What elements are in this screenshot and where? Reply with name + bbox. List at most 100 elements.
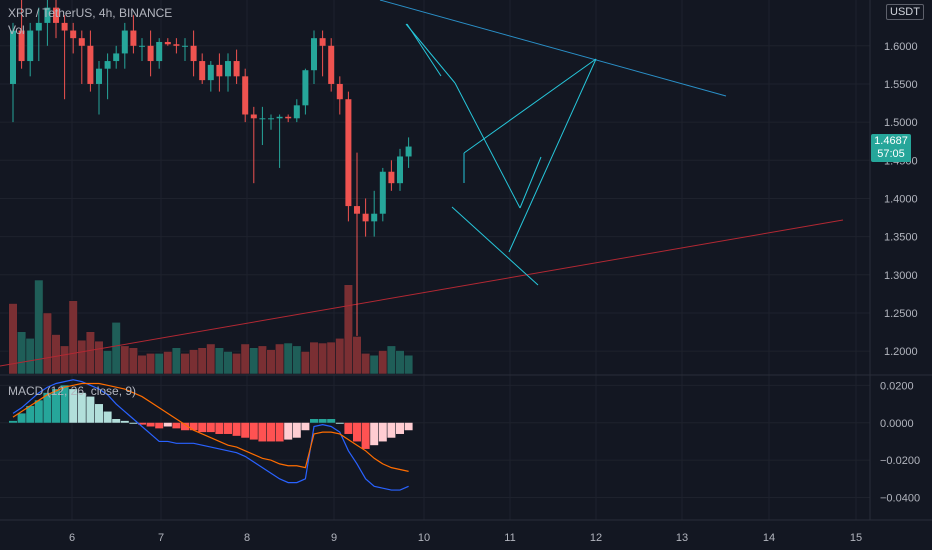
macd-hist-bar	[52, 389, 60, 423]
macd-hist-bar	[249, 422, 258, 440]
volume-bar	[25, 337, 35, 375]
macd-hist-bar	[138, 422, 146, 425]
y-tick-label: 1.5500	[884, 79, 918, 91]
volume-bar	[128, 347, 139, 375]
macd-hist-bar	[77, 392, 86, 423]
ascending-trendline	[0, 219, 844, 367]
volume-bar	[249, 347, 259, 375]
x-tick-label: 7	[158, 532, 164, 544]
volume-bar	[68, 300, 78, 375]
volume-bar	[171, 347, 182, 375]
volume-bar	[103, 350, 113, 375]
macd-hist-bar	[155, 422, 164, 429]
volume-bar	[51, 334, 61, 375]
volume-bar	[197, 347, 207, 375]
macd-label[interactable]: MACD (12, 26, close, 9)	[8, 384, 137, 398]
candle-body	[164, 41, 171, 45]
macd-hist-bar	[181, 422, 189, 431]
candle-body	[405, 146, 412, 157]
macd-hist-bar	[103, 411, 112, 423]
volume-bar	[352, 336, 362, 375]
symbol-title[interactable]: XRP / TetherUS, 4h, BINANCE	[8, 6, 173, 20]
signal-line	[12, 382, 409, 472]
trend-lines	[0, 0, 844, 367]
macd-hist-bar	[112, 419, 121, 423]
currency-unit-button[interactable]: USDT	[886, 4, 924, 20]
candle-body	[139, 45, 145, 47]
volume-bar	[77, 339, 87, 375]
macd-hist-bar	[396, 422, 404, 434]
macd-hist-bar	[198, 422, 207, 433]
pattern-line	[508, 58, 597, 253]
grid-lines	[0, 0, 870, 520]
macd-hist-bar	[172, 422, 181, 429]
volume-bar	[378, 350, 388, 375]
macd-hist-bar	[129, 422, 138, 424]
volume-bar	[85, 331, 95, 375]
macd-hist-bar	[215, 422, 224, 434]
volume-bar	[257, 345, 268, 375]
candle-body	[216, 64, 223, 77]
volume-bar	[343, 284, 354, 375]
macd-hist-bar	[232, 422, 241, 436]
macd-line	[12, 379, 409, 491]
y-tick-label: 1.2500	[884, 308, 918, 320]
candle-body	[379, 171, 386, 214]
volume-bar	[189, 349, 199, 375]
macd-hist-bar	[370, 422, 379, 446]
macd-hist-bar	[361, 422, 370, 449]
macd-lines	[12, 379, 409, 491]
macd-hist-bar	[43, 392, 52, 423]
macd-hist-bar	[310, 419, 318, 423]
macd-hist-bar	[284, 422, 293, 440]
volume-bar	[326, 341, 336, 375]
macd-hist-bar	[120, 420, 129, 423]
candle-body	[362, 213, 369, 222]
y-tick-label: 1.5000	[884, 117, 918, 129]
macd-tick-label: −0.0200	[880, 455, 920, 467]
x-tick-label: 10	[418, 532, 430, 544]
volume-bar	[154, 353, 164, 375]
pattern-line	[451, 206, 539, 286]
macd-hist-bar	[224, 422, 232, 434]
candle-body	[225, 61, 231, 77]
volume-bar	[266, 349, 276, 375]
candle-body	[250, 114, 257, 119]
macd-hist-bar	[26, 405, 35, 423]
candlesticks	[10, 0, 412, 336]
candle-body	[242, 76, 249, 115]
macd-hist-bar	[301, 422, 310, 431]
candle-body	[207, 64, 214, 81]
last-price-value: 1.4687	[874, 135, 908, 147]
macd-hist-bar	[275, 422, 284, 442]
candle-body	[156, 41, 163, 62]
macd-hist-bar	[9, 420, 17, 423]
macd-hist-bar	[267, 422, 275, 442]
volume-bar	[206, 343, 216, 375]
volume-label[interactable]: Vol	[8, 23, 25, 37]
x-tick-label: 13	[676, 532, 688, 544]
candle-body	[113, 53, 120, 62]
volume-bar	[111, 321, 121, 375]
y-tick-label: 1.6000	[884, 41, 918, 53]
volume-bar	[232, 353, 242, 375]
pattern-line	[519, 156, 542, 209]
volume-bar	[214, 347, 225, 375]
candle-body	[354, 206, 360, 214]
pattern-line	[454, 82, 521, 209]
last-price-tag: 1.4687 57:05	[871, 134, 911, 162]
x-tick-label: 14	[763, 532, 775, 544]
macd-hist-bar	[34, 400, 43, 423]
descending-trendline	[379, 0, 727, 97]
candle-body	[104, 61, 111, 69]
candle-body	[328, 45, 335, 84]
volume-bar	[120, 345, 130, 375]
volume-bar	[180, 353, 190, 375]
macd-tick-label: 0.0200	[880, 380, 914, 392]
pattern-drawing	[405, 23, 597, 286]
candle-body	[53, 7, 59, 23]
candle-body	[35, 22, 42, 31]
x-tick-label: 9	[331, 532, 337, 544]
candle-body	[319, 38, 326, 46]
